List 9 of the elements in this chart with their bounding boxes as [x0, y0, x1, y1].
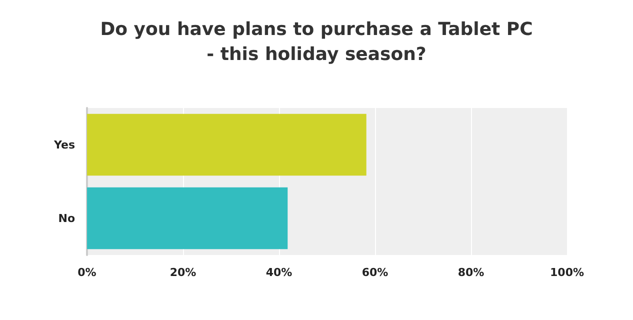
x-tick-label: 20% — [170, 266, 196, 279]
x-tick-label: 60% — [362, 266, 388, 279]
x-tick-label: 80% — [458, 266, 484, 279]
y-tick-label: Yes — [53, 138, 76, 152]
y-tick-label: No — [58, 212, 76, 225]
chart-title: Do you have plans to purchase a Tablet PC - this holiday season? — [100, 19, 533, 65]
x-tick-label: 100% — [550, 266, 584, 279]
x-tick-label: 0% — [78, 266, 96, 279]
x-tick-label: 40% — [266, 266, 292, 279]
